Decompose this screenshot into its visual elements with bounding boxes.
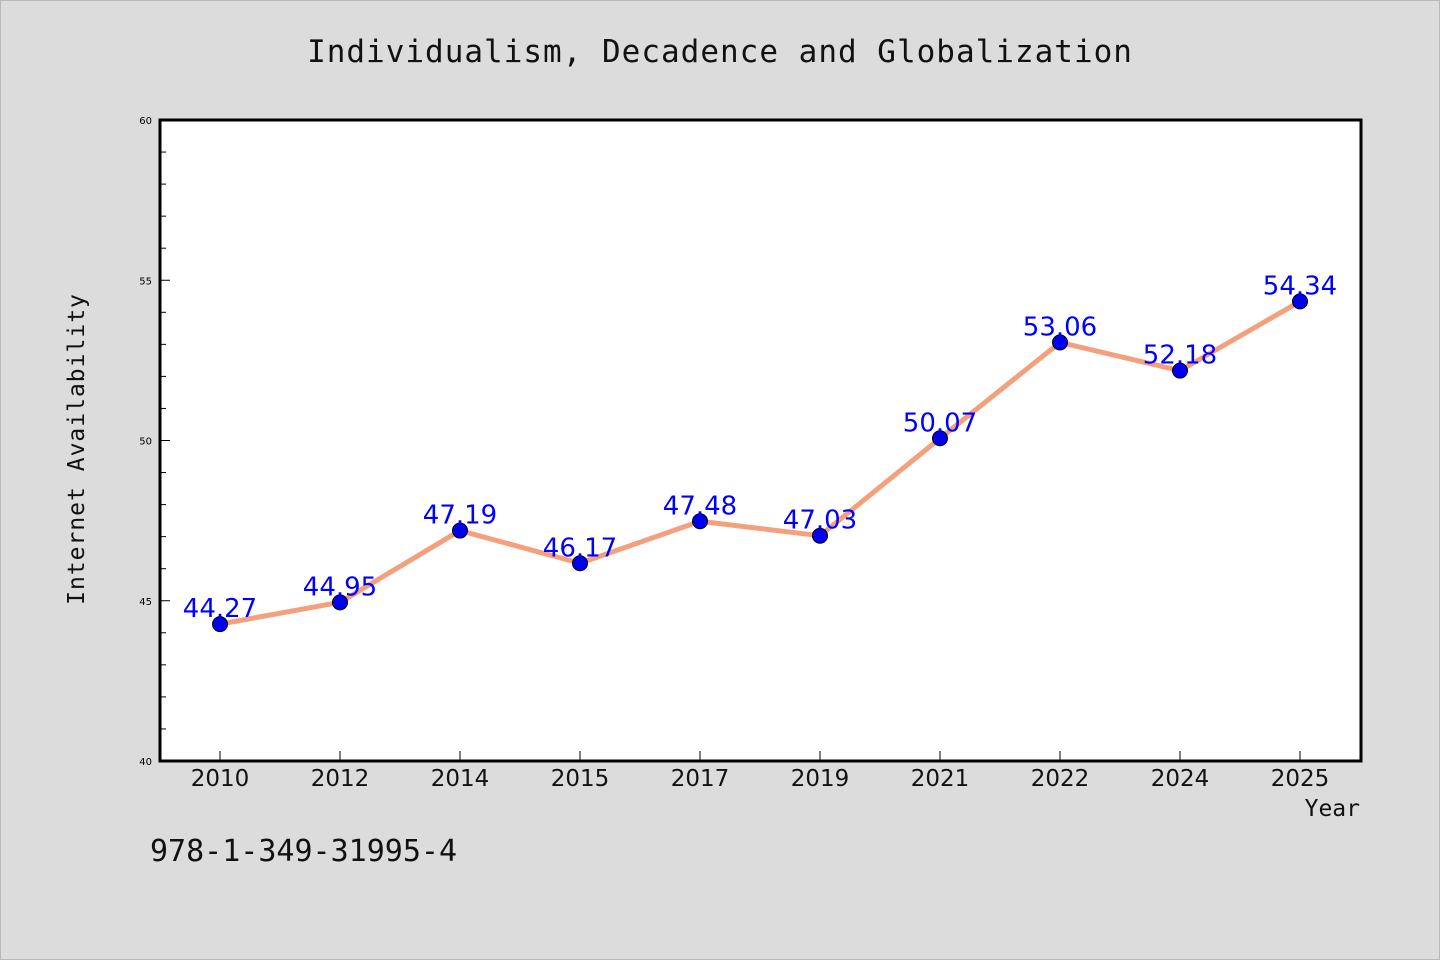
x-tick-label: 2019: [791, 766, 850, 792]
x-tick-label: 2014: [431, 766, 490, 792]
x-axis-label: Year: [1304, 796, 1360, 822]
y-tick-label: 60: [139, 116, 152, 127]
plot-area: [158, 118, 1363, 763]
x-tick-label: 2021: [911, 766, 970, 792]
x-tick-label: 2015: [551, 766, 610, 792]
data-point: [212, 616, 228, 633]
x-axis-ticks: 2010 2012 2014 2015 2017 2019 2021 2022 2024 2025: [191, 751, 1330, 792]
x-tick-label: 2022: [1031, 766, 1090, 792]
chart-title: Individualism, Decadence and Globalizati…: [307, 34, 1133, 70]
data-label: 46.17: [543, 533, 617, 563]
y-tick-label: 55: [139, 276, 152, 287]
data-point: [932, 430, 948, 447]
data-point: [1052, 334, 1068, 351]
x-tick-label: 2017: [671, 766, 730, 792]
data-label: 44.27: [183, 594, 257, 624]
data-point: [452, 522, 468, 539]
data-labels: 44.27 44.95 47.19 46.17 47.48 47.03 50.07 53.06…: [183, 271, 1337, 624]
data-point: [332, 594, 348, 611]
data-label: 50.07: [903, 408, 977, 438]
data-label: 53.06: [1023, 312, 1097, 342]
data-point: [692, 513, 708, 530]
x-tick-label: 2012: [311, 766, 370, 792]
isbn-text: 978-1-349-31995-4: [150, 834, 458, 869]
x-tick-label: 2025: [1271, 766, 1330, 792]
data-point: [1172, 362, 1188, 379]
y-tick-label: 40: [139, 757, 152, 768]
y-tick-label: 50: [139, 437, 152, 448]
data-point: [812, 527, 828, 544]
data-label: 54.34: [1263, 271, 1337, 301]
data-label: 47.48: [663, 491, 737, 521]
data-label: 52.18: [1143, 341, 1217, 371]
data-label: 44.95: [303, 572, 377, 602]
data-label: 47.19: [423, 501, 497, 531]
data-point: [1292, 293, 1308, 310]
y-tick-label: 45: [139, 597, 152, 608]
x-tick-label: 2010: [191, 766, 250, 792]
y-axis-ticks: 40 45 50 55 60: [139, 116, 170, 768]
series-line: [217, 298, 1303, 627]
x-tick-label: 2024: [1151, 766, 1210, 792]
data-label: 47.03: [783, 506, 857, 536]
data-point: [572, 555, 588, 572]
data-series: [212, 293, 1308, 633]
